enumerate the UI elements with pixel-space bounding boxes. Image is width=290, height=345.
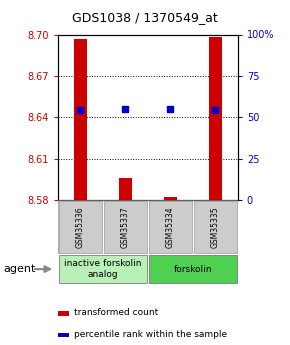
Text: inactive forskolin
analog: inactive forskolin analog bbox=[64, 259, 142, 279]
Text: forskolin: forskolin bbox=[174, 265, 212, 274]
Point bbox=[213, 108, 218, 113]
Bar bbox=[119, 178, 132, 200]
Text: GDS1038 / 1370549_at: GDS1038 / 1370549_at bbox=[72, 11, 218, 24]
Bar bbox=[149, 255, 237, 283]
Text: GSM35337: GSM35337 bbox=[121, 206, 130, 248]
Text: GSM35335: GSM35335 bbox=[211, 206, 220, 248]
Bar bbox=[209, 37, 222, 200]
Bar bbox=[164, 197, 177, 200]
Text: GSM35336: GSM35336 bbox=[76, 206, 85, 248]
Bar bbox=[149, 201, 192, 253]
Bar bbox=[59, 255, 147, 283]
Point bbox=[123, 106, 128, 112]
Text: agent: agent bbox=[3, 264, 35, 274]
Bar bbox=[58, 333, 69, 337]
Point bbox=[78, 108, 83, 113]
Text: percentile rank within the sample: percentile rank within the sample bbox=[74, 330, 227, 339]
Bar bbox=[194, 201, 237, 253]
Bar bbox=[104, 201, 147, 253]
Text: transformed count: transformed count bbox=[74, 308, 158, 317]
Text: GSM35334: GSM35334 bbox=[166, 206, 175, 248]
Bar bbox=[59, 201, 102, 253]
Point bbox=[168, 106, 173, 112]
Bar bbox=[74, 39, 87, 200]
Bar bbox=[58, 311, 69, 316]
